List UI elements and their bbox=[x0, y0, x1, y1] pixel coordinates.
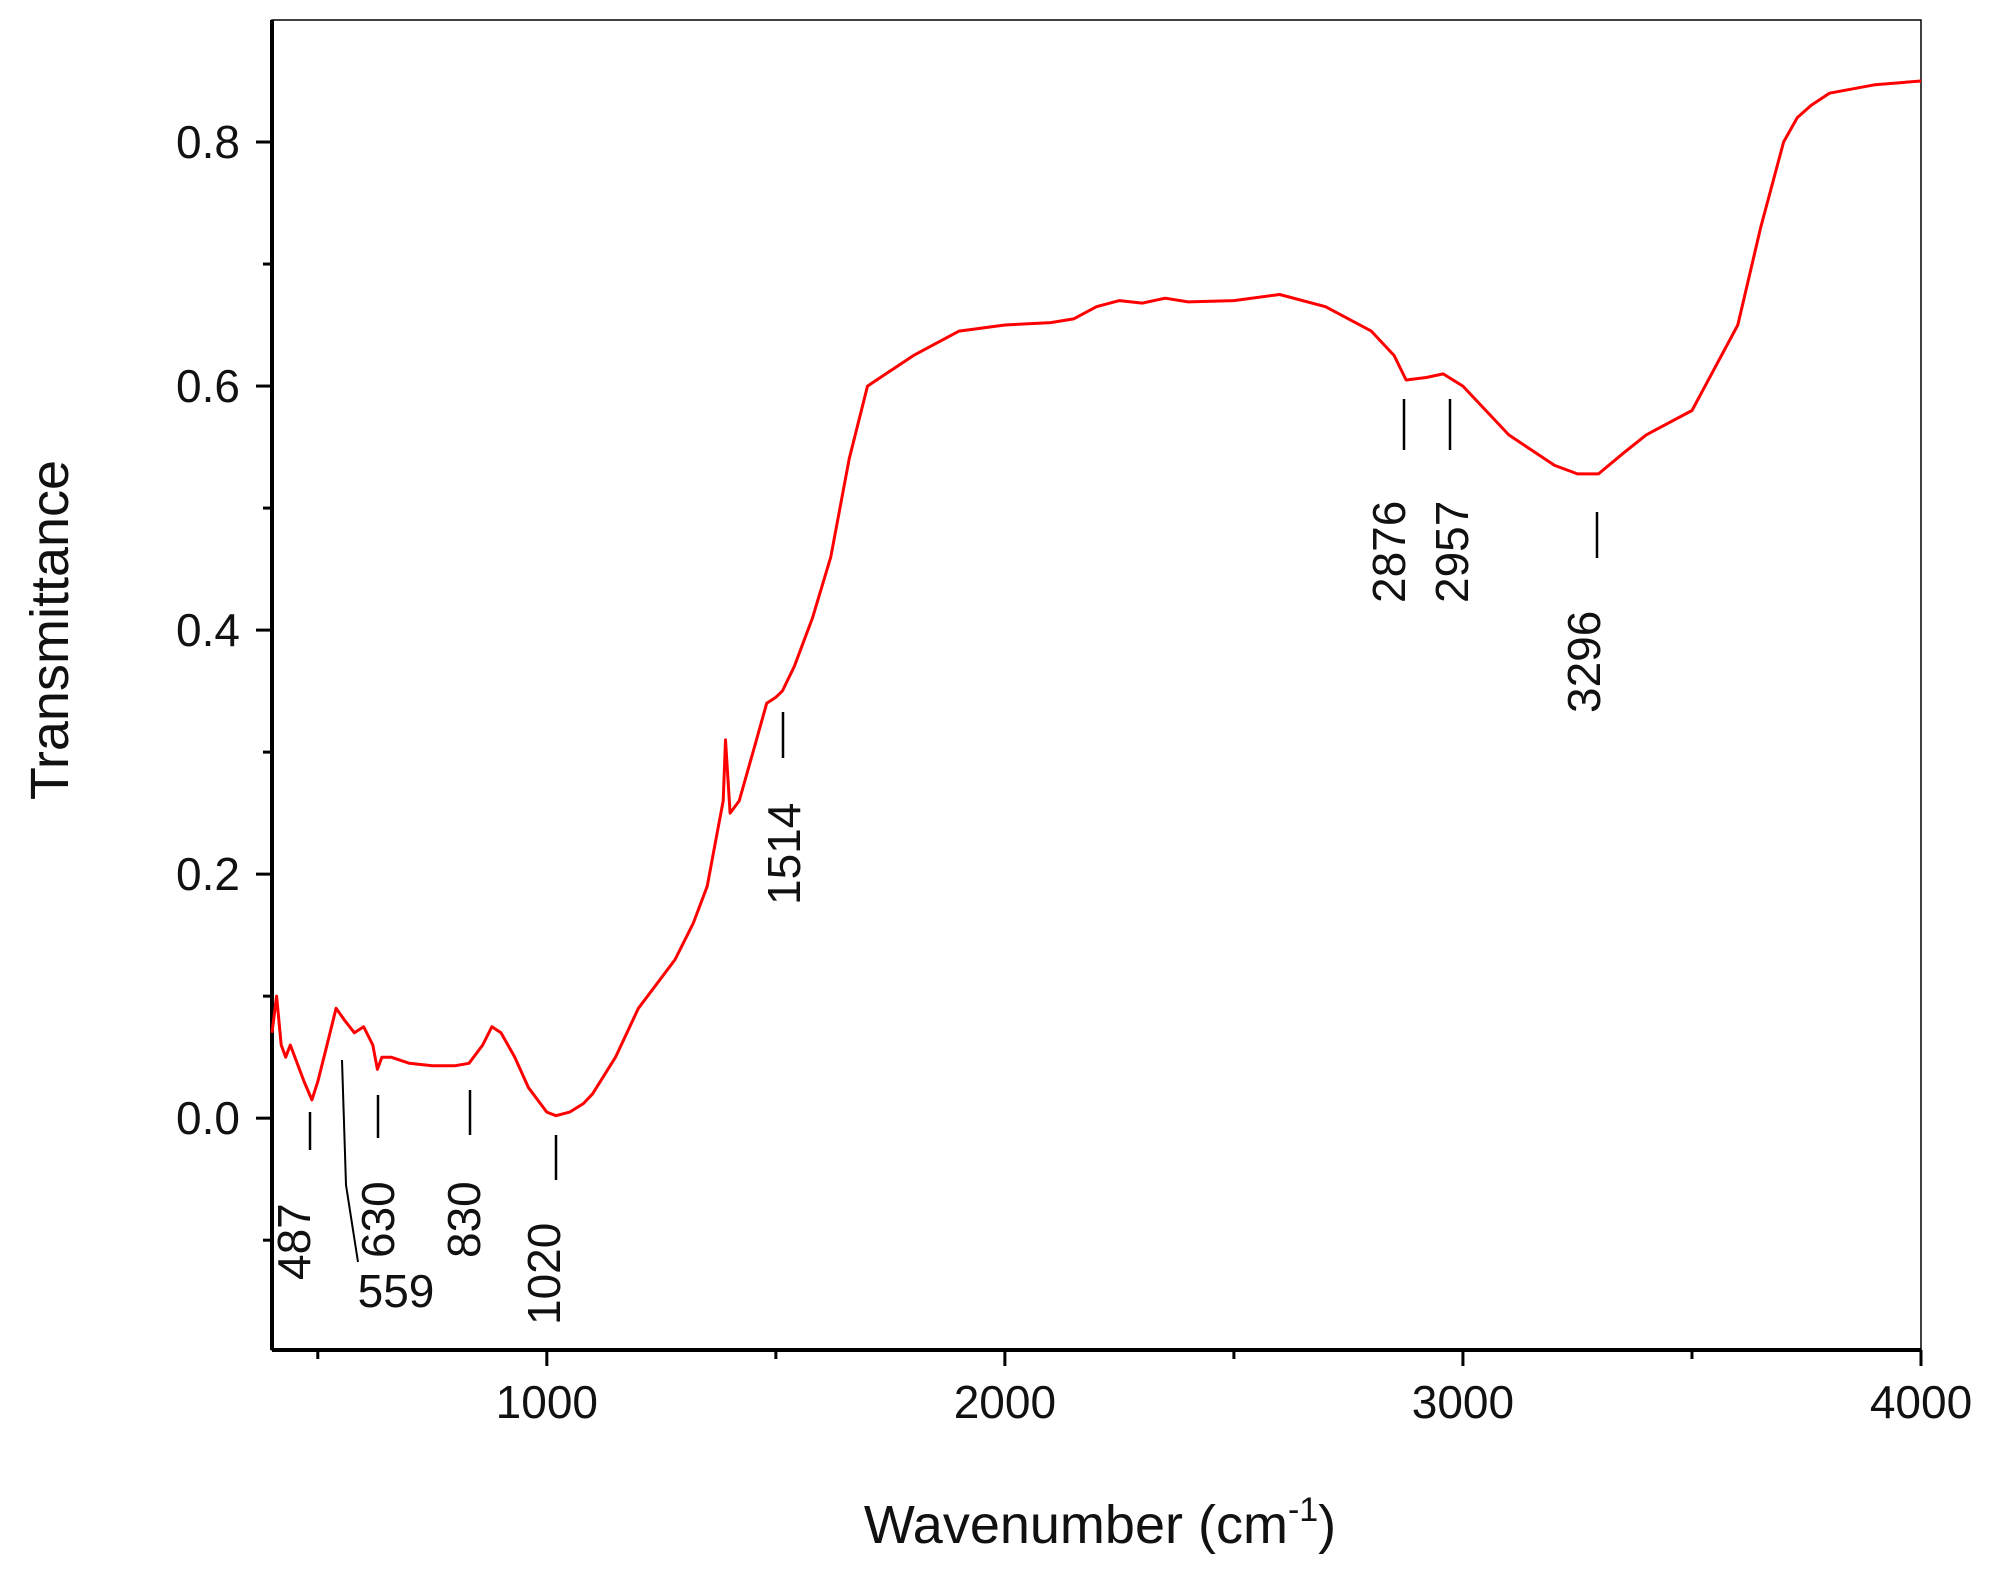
x-tick-label: 2000 bbox=[954, 1376, 1056, 1428]
x-tick-label: 3000 bbox=[1412, 1376, 1514, 1428]
x-tick-label: 1000 bbox=[496, 1376, 598, 1428]
peak-label-2876: 2876 bbox=[1363, 501, 1415, 603]
spectrum-line bbox=[270, 79, 1922, 1118]
y-tick-label: 0.8 bbox=[176, 116, 240, 168]
peak-marker-559 bbox=[341, 1059, 359, 1263]
x-axis-title-main: Wavenumber (cm bbox=[864, 1495, 1288, 1555]
x-axis-title: Wavenumber (cm-1) bbox=[864, 1491, 1336, 1555]
y-tick-label: 0.6 bbox=[176, 360, 240, 412]
peak-label-3296: 3296 bbox=[1558, 611, 1610, 713]
y-tick-label: 0.2 bbox=[176, 848, 240, 900]
y-axis-title: Transmittance bbox=[20, 460, 80, 800]
y-tick-label: 0.0 bbox=[176, 1092, 240, 1144]
peak-label-1514: 1514 bbox=[758, 803, 810, 905]
peak-label-1020: 1020 bbox=[518, 1223, 570, 1325]
peak-label-487: 487 bbox=[268, 1203, 320, 1280]
peak-label-2957: 2957 bbox=[1426, 501, 1478, 603]
peak-label-830: 830 bbox=[438, 1181, 490, 1258]
x-tick-label: 4000 bbox=[1870, 1376, 1972, 1428]
peak-label-630: 630 bbox=[352, 1181, 404, 1258]
x-axis-title-close: ) bbox=[1318, 1495, 1336, 1555]
plot-frame bbox=[271, 19, 1922, 1351]
y-tick-label: 0.4 bbox=[176, 604, 240, 656]
x-axis-title-superscript: -1 bbox=[1288, 1491, 1318, 1529]
peak-label-559: 559 bbox=[358, 1265, 435, 1317]
